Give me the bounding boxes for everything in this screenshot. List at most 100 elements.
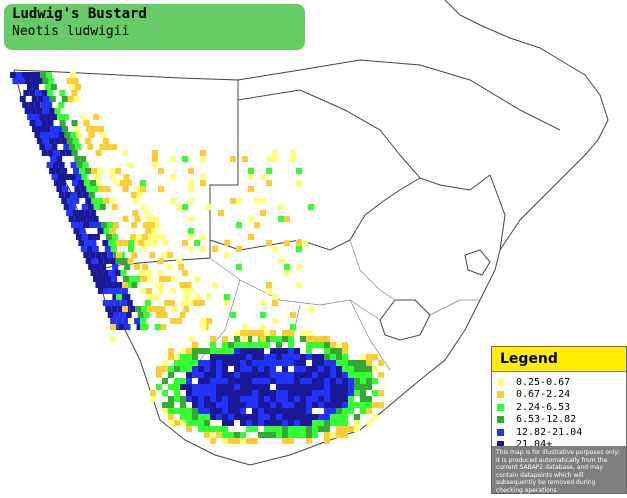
distribution-cell xyxy=(46,132,53,138)
distribution-cell xyxy=(234,408,240,414)
distribution-cell xyxy=(134,186,141,192)
distribution-cell xyxy=(258,396,264,402)
distribution-cell xyxy=(103,228,110,234)
distribution-cell xyxy=(75,234,82,240)
distribution-cell xyxy=(266,180,272,186)
distribution-cell xyxy=(330,432,336,438)
distribution-cell xyxy=(330,372,336,378)
distribution-cell xyxy=(246,348,252,354)
distribution-cell xyxy=(154,324,161,330)
distribution-cell xyxy=(110,174,116,180)
distribution-cell xyxy=(152,240,158,246)
distribution-cell xyxy=(270,408,276,414)
distribution-cell xyxy=(180,360,186,366)
distribution-cell xyxy=(336,348,342,354)
distribution-cell xyxy=(234,438,240,444)
distribution-cell xyxy=(40,132,47,138)
distribution-cell xyxy=(192,390,198,396)
distribution-cell xyxy=(192,414,198,420)
distribution-cell xyxy=(180,408,186,414)
distribution-cell xyxy=(48,108,55,114)
distribution-cell xyxy=(139,288,146,294)
legend-label: 2.24-6.53 xyxy=(516,401,571,413)
distribution-cell xyxy=(123,174,130,180)
distribution-cell xyxy=(288,354,294,360)
distribution-cell xyxy=(170,288,176,294)
legend-heading: Legend xyxy=(492,347,626,372)
distribution-cell xyxy=(210,348,216,354)
distribution-cell xyxy=(30,78,37,84)
distribution-cell xyxy=(278,204,284,210)
distribution-cell xyxy=(300,366,306,372)
distribution-cell xyxy=(318,366,324,372)
distribution-cell xyxy=(276,348,282,354)
distribution-cell xyxy=(276,384,282,390)
distribution-cell xyxy=(36,108,43,114)
distribution-cell xyxy=(330,360,336,366)
distribution-cell xyxy=(152,216,159,222)
distribution-cell xyxy=(306,432,312,438)
distribution-cell xyxy=(192,354,198,360)
distribution-cell xyxy=(234,414,240,420)
distribution-cell xyxy=(252,372,258,378)
distribution-cell xyxy=(184,294,191,300)
distribution-cell xyxy=(110,336,116,342)
distribution-cell xyxy=(312,432,318,438)
distribution-cell xyxy=(224,252,230,258)
distribution-cell xyxy=(56,156,63,162)
distribution-cell xyxy=(252,378,258,384)
distribution-cell xyxy=(342,354,348,360)
distribution-cell xyxy=(312,336,318,342)
distribution-cell xyxy=(234,378,240,384)
distribution-cell xyxy=(84,240,91,246)
distribution-cell xyxy=(168,348,174,354)
distribution-cell xyxy=(73,126,80,132)
distribution-cell xyxy=(80,246,87,252)
distribution-cell xyxy=(282,330,288,336)
distribution-cell xyxy=(312,426,318,432)
distribution-cell xyxy=(260,324,266,330)
distribution-cell xyxy=(188,234,194,240)
distribution-cell xyxy=(318,384,324,390)
distribution-cell xyxy=(143,222,150,228)
distribution-cell xyxy=(264,342,270,348)
distribution-cell xyxy=(204,390,210,396)
distribution-cell xyxy=(288,390,294,396)
distribution-cell xyxy=(330,342,336,348)
distribution-cell xyxy=(296,264,302,270)
distribution-cell xyxy=(91,168,98,174)
distribution-cell xyxy=(93,234,100,240)
distribution-cell xyxy=(270,354,276,360)
distribution-cell xyxy=(92,216,99,222)
distribution-cell xyxy=(204,414,210,420)
distribution-cell xyxy=(222,360,228,366)
distribution-cell xyxy=(59,90,66,96)
distribution-cell xyxy=(140,186,146,192)
distribution-cell xyxy=(93,204,100,210)
distribution-cell xyxy=(234,336,240,342)
distribution-cell xyxy=(105,306,112,312)
distribution-cell xyxy=(200,234,206,240)
distribution-cell xyxy=(168,414,174,420)
distribution-cell xyxy=(348,384,354,390)
distribution-cell xyxy=(107,252,114,258)
distribution-cell xyxy=(186,348,192,354)
distribution-cell xyxy=(294,354,300,360)
distribution-cell xyxy=(121,288,128,294)
distribution-cell xyxy=(282,414,288,420)
distribution-cell xyxy=(146,294,152,300)
distribution-cell xyxy=(186,396,192,402)
distribution-cell xyxy=(258,384,264,390)
distribution-cell xyxy=(318,420,324,426)
distribution-cell xyxy=(188,228,194,234)
distribution-cell xyxy=(222,432,228,438)
distribution-cell xyxy=(348,402,354,408)
distribution-cell xyxy=(324,390,330,396)
distribution-cell xyxy=(288,420,294,426)
distribution-cell xyxy=(60,138,67,144)
distribution-cell xyxy=(73,228,80,234)
distribution-cell xyxy=(49,168,56,174)
distribution-cell xyxy=(85,198,92,204)
distribution-cell xyxy=(360,408,366,414)
distribution-cell xyxy=(88,192,95,198)
